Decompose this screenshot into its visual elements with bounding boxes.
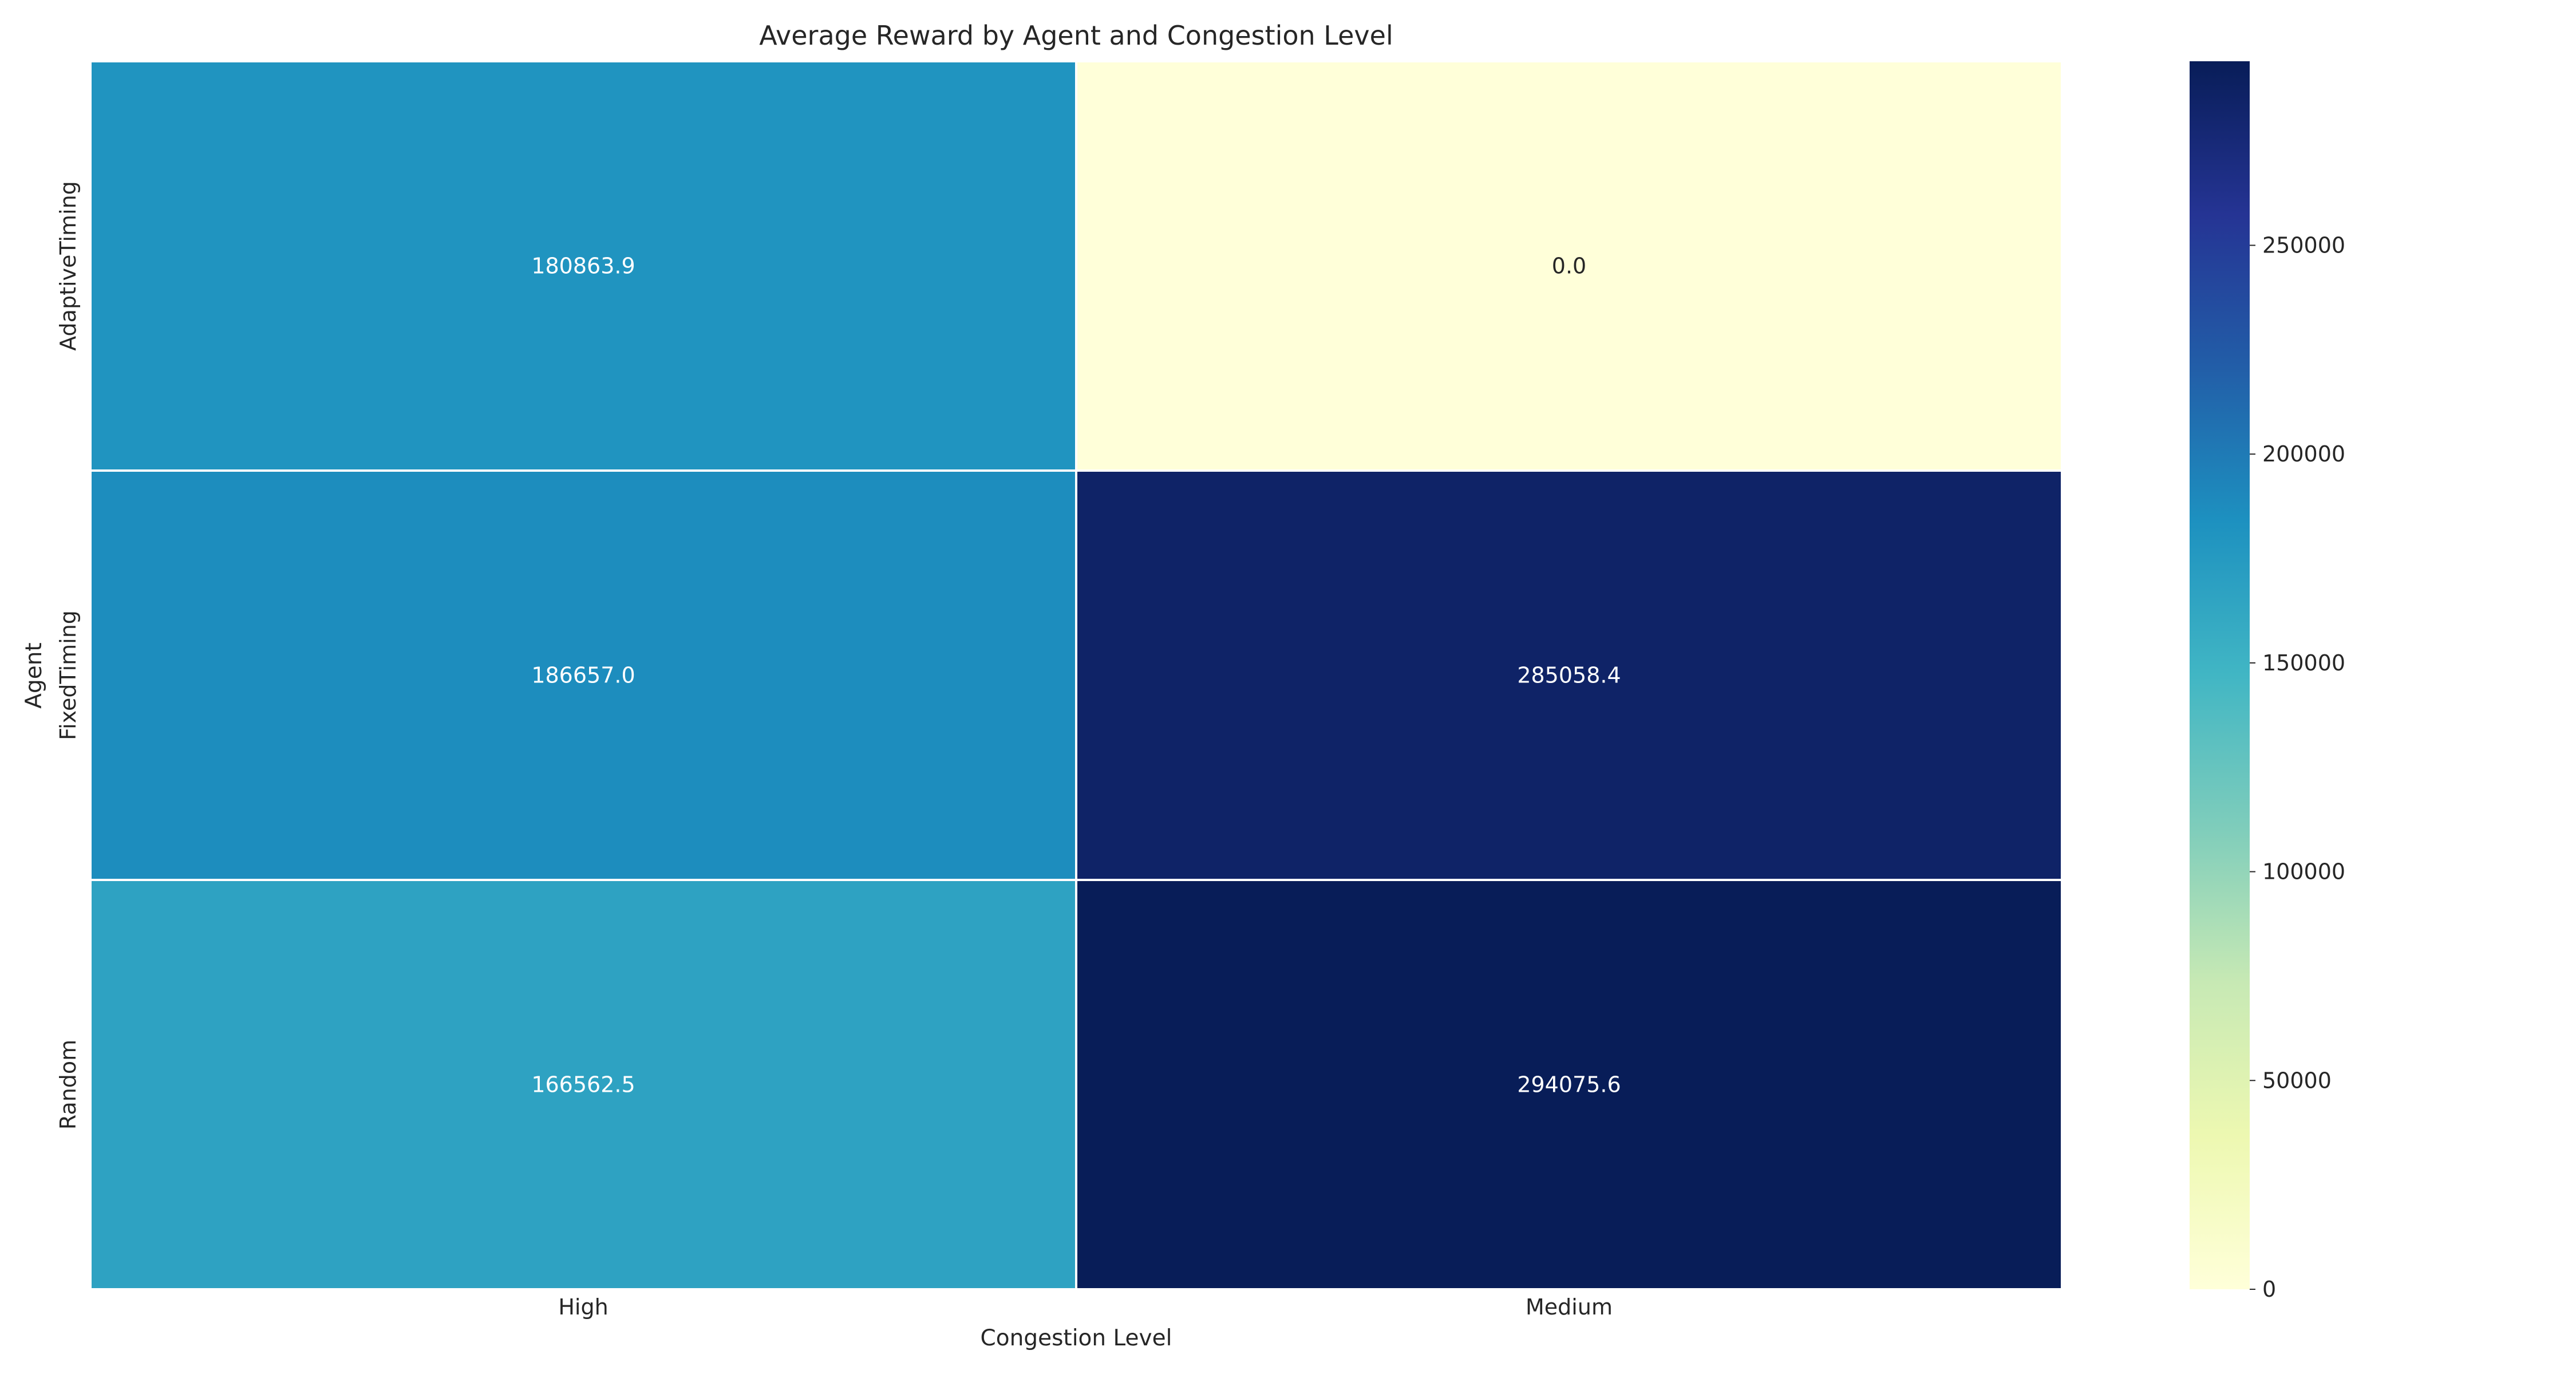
heatmap-cell-labels: 180863.9 0.0 186657.0 285058.4 166562.5 29407… [531, 254, 1621, 1097]
cell-value-label: 186657.0 [531, 663, 635, 688]
cell-value-label: 294075.6 [1517, 1072, 1621, 1097]
cell-value-label: 285058.4 [1517, 663, 1621, 688]
y-axis-label: Agent [21, 642, 47, 708]
x-tick-label: Medium [1526, 1294, 1613, 1320]
heatmap-cells [89, 60, 2063, 1290]
cell-value-label: 0.0 [1552, 254, 1586, 279]
y-tick-label: FixedTiming [56, 610, 81, 740]
y-axis-ticks: AdaptiveTiming FixedTiming Random [56, 181, 81, 1130]
colorbar-tick-label: 150000 [2262, 650, 2345, 676]
heatmap-cell [1075, 469, 2063, 881]
y-tick-label: Random [56, 1040, 81, 1130]
colorbar-tick-label: 0 [2262, 1277, 2276, 1302]
chart-title: Average Reward by Agent and Congestion L… [759, 20, 1393, 51]
heatmap-cell [89, 879, 1077, 1290]
x-axis-label: Congestion Level [981, 1325, 1172, 1351]
colorbar-tick-label: 200000 [2262, 441, 2345, 467]
y-tick-label: AdaptiveTiming [56, 181, 81, 351]
heatmap-cell [89, 60, 1077, 472]
heatmap-cell [89, 469, 1077, 881]
colorbar [2190, 61, 2250, 1289]
x-tick-label: High [558, 1294, 608, 1320]
colorbar-ticks: 0 50000 100000 150000 200000 250000 [2250, 232, 2345, 1302]
heatmap-cell [1075, 60, 2063, 472]
x-axis-ticks: High Medium [558, 1294, 1613, 1320]
cell-value-label: 180863.9 [531, 254, 635, 279]
colorbar-tick-label: 100000 [2262, 859, 2345, 885]
colorbar-tick-label: 50000 [2262, 1068, 2332, 1093]
heatmap-cell [1075, 879, 2063, 1290]
colorbar-tick-label: 250000 [2262, 232, 2345, 258]
cell-value-label: 166562.5 [531, 1072, 635, 1097]
